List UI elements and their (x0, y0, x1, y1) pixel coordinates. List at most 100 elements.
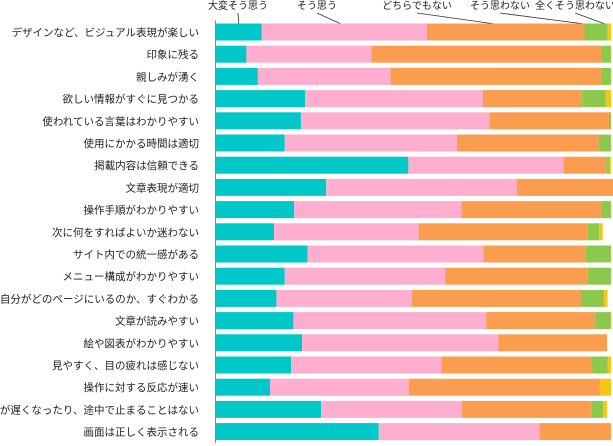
bar-segment (216, 223, 275, 241)
bar-segment (587, 223, 600, 241)
bar-segment (411, 289, 581, 307)
bar-row (216, 400, 608, 418)
bar-segment (216, 312, 294, 330)
bar-segment (599, 378, 611, 396)
bar-segment (607, 23, 611, 41)
bar-row (216, 90, 612, 108)
bar-segment (580, 289, 604, 307)
bar-segment (302, 334, 499, 352)
bar-segment (216, 112, 301, 130)
bar-segment (284, 134, 457, 152)
bar-segment (486, 312, 595, 330)
bar-row (216, 245, 611, 263)
bar-segment (305, 90, 484, 108)
bar-row (216, 356, 611, 374)
bar-segment (216, 289, 277, 307)
category-label: 見やすく、目の疲れは感じない (52, 359, 199, 372)
bar-segment (563, 156, 607, 174)
bar-segment (216, 400, 322, 418)
legend-leader-line (237, 12, 240, 26)
bar-segment (489, 112, 610, 130)
bar-segment (216, 156, 409, 174)
category-label: 絵や図表がわかりやすい (84, 337, 200, 350)
bar-segment (591, 400, 604, 418)
category-label: 操作に対する反応が速い (84, 381, 200, 394)
bar-segment (609, 156, 611, 174)
bar-segment (599, 223, 603, 241)
bar-segment (594, 312, 612, 330)
bar-segment (371, 45, 602, 63)
bar-row (216, 156, 611, 174)
bar-segment (461, 400, 592, 418)
bar-segment (418, 223, 588, 241)
legend: 大変そう思う そう思う どちらでもない そう思わない 全くそう思わない (208, 0, 613, 27)
bar-segment (587, 267, 611, 285)
bar-segment (483, 90, 583, 108)
bar-segment (584, 23, 608, 41)
bar-segment (441, 356, 593, 374)
bar-segment (270, 378, 409, 396)
legend-leader-line (574, 12, 610, 26)
bar-row (216, 45, 611, 63)
category-label: 画面は正しく表示される (84, 426, 200, 439)
bar-segment (216, 423, 379, 441)
bar-segment (445, 267, 588, 285)
bar-segment (216, 334, 303, 352)
bar-row (216, 67, 611, 85)
bar-segment (246, 45, 372, 63)
bar-segment (284, 267, 446, 285)
bar-segment (606, 156, 610, 174)
bar-segment (607, 356, 611, 374)
legend-label: そう思わない (470, 0, 530, 12)
category-label: 文章表現が適切 (126, 181, 200, 194)
bar-segment (603, 289, 608, 307)
bar-segment (483, 245, 586, 263)
category-label: 操作手順がわかりやすい (84, 204, 200, 217)
bar-segment (516, 178, 613, 196)
bar-segment (216, 23, 262, 41)
bar-segment (592, 356, 608, 374)
category-label: 使われている言葉はわかりやすい (42, 115, 199, 128)
bar-segment (216, 90, 306, 108)
bar-row (216, 378, 611, 396)
bar-segment (216, 134, 285, 152)
bar-row (216, 312, 612, 330)
bar-segment (276, 289, 412, 307)
bar-row (216, 201, 612, 219)
category-label: サイト内での統一感がある (73, 248, 199, 261)
bar-segment (601, 45, 611, 63)
bar-segment (609, 112, 612, 130)
bar-segment (216, 267, 285, 285)
legend-leader-line (416, 12, 506, 26)
bar-row (216, 267, 611, 285)
category-label: 自分がどのページにいるのか、すぐわかる (0, 292, 199, 305)
bar-row (216, 334, 608, 352)
bar-row (216, 289, 608, 307)
category-label: メニュー構成がわかりやすい (63, 270, 200, 283)
bar-segment (378, 423, 540, 441)
bar-segment (601, 201, 612, 219)
bar-segment (216, 67, 258, 85)
legend-leader-line (316, 12, 345, 26)
bar-segment (426, 23, 585, 41)
category-label: 表示が遅くなったり、途中で止まることはない (0, 403, 199, 416)
bar-row (216, 23, 611, 41)
bar-segment (294, 201, 462, 219)
bar-segment (326, 178, 517, 196)
bar-segment (601, 67, 611, 85)
bar-segment (408, 378, 600, 396)
bar-segment (321, 400, 462, 418)
bar-segment (408, 156, 564, 174)
category-label: 掲載内容は信頼できる (94, 159, 199, 172)
bar-segment (605, 90, 612, 108)
bar-segment (216, 201, 295, 219)
bar-segment (216, 378, 271, 396)
legend-label: そう思う (297, 0, 337, 12)
legend-label: どちらでもない (382, 0, 452, 12)
bar-row (216, 423, 611, 441)
bar-segment (539, 423, 611, 441)
bar-segment (261, 23, 427, 41)
bar-segment (216, 178, 327, 196)
bar-segment (274, 223, 419, 241)
